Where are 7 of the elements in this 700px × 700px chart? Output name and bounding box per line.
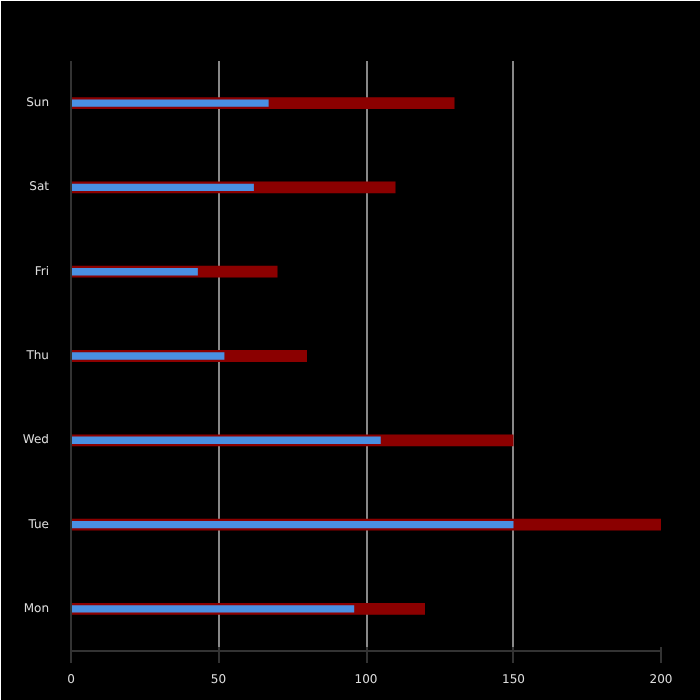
- bar: [71, 352, 225, 360]
- bar: [71, 605, 355, 613]
- bar: [71, 99, 269, 107]
- bar: [71, 520, 514, 529]
- bar: [71, 183, 254, 192]
- bar: [71, 268, 198, 276]
- bar: [71, 436, 381, 444]
